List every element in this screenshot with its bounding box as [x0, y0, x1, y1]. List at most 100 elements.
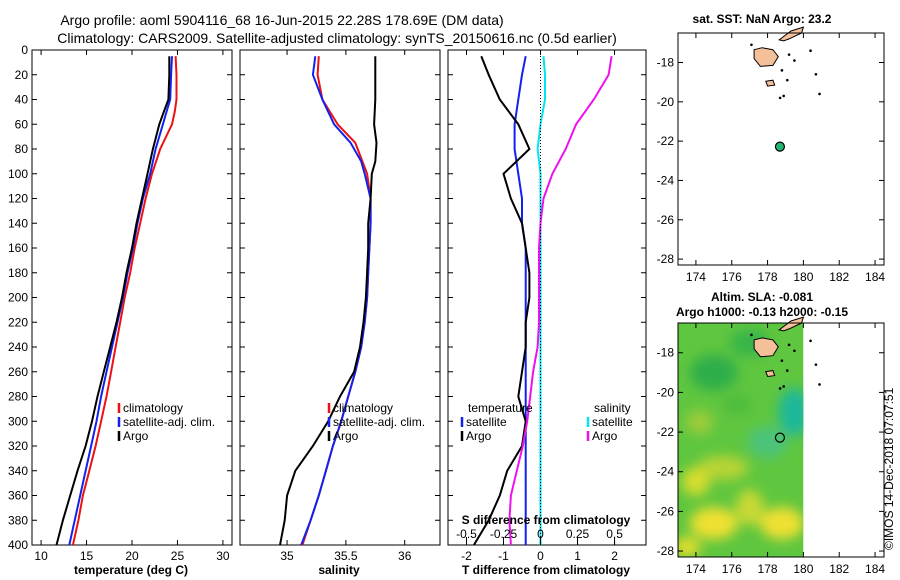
small-island	[785, 78, 789, 82]
depth-tick-label: 400	[8, 538, 28, 552]
difference-panel: -2 -1 0 1 2-0.5 -0.25 0 0.25 0.5temperaturesatel…	[447, 49, 647, 563]
land-island	[765, 370, 776, 378]
sla-blob	[778, 388, 804, 437]
depth-tick-label: 100	[8, 167, 28, 181]
salinity-series-climatology	[301, 56, 372, 546]
small-island	[793, 349, 796, 353]
temp-legend-satellite-label: satellite-adj. clim.	[123, 415, 215, 429]
watermark: ©IMOS 14-Dec-2018 07:07:51	[882, 387, 896, 550]
depth-tick-label: 260	[8, 365, 28, 379]
depth-tick-label: 60	[15, 117, 29, 131]
map-ytick-label: -20	[657, 95, 675, 109]
salinity-xlabel: salinity	[318, 563, 360, 577]
sla-field	[678, 323, 804, 557]
s-diff-tick-label: -0.25	[490, 527, 518, 541]
small-island	[780, 359, 784, 362]
salinity-xtick-label: 35	[280, 549, 294, 563]
land-island	[765, 79, 776, 87]
temperature-series-argo	[55, 56, 171, 546]
salinity-series-satellite-adj-clim-	[300, 56, 372, 546]
diff-legend-t-satellite-label: satellite	[466, 415, 507, 429]
map-ytick-label: -26	[657, 504, 675, 518]
depth-tick-label: 360	[8, 489, 28, 503]
temp-legend-argo-label: Argo	[123, 429, 149, 443]
sla-map-title-1: Altim. SLA: -0.081	[711, 290, 813, 304]
s-diff-tick-label: 0.25	[566, 527, 590, 541]
land-island	[753, 337, 779, 358]
depth-tick-label: 220	[8, 315, 28, 329]
s-diff-tick-label: 0.5	[606, 527, 623, 541]
map-xtick-label: 184	[865, 562, 885, 576]
salinity-series-argo	[279, 56, 378, 546]
difference-xlabel: T difference from climatology	[462, 563, 630, 577]
sst-map-title: sat. SST: NaN Argo: 23.2	[693, 12, 832, 26]
map-xtick-label: 180	[793, 270, 813, 284]
small-island	[782, 94, 785, 98]
difference-xtick-label: -2	[461, 549, 472, 563]
small-island	[785, 369, 789, 372]
sla-blob	[689, 354, 738, 391]
map-xtick-label: 178	[758, 562, 778, 576]
map-xtick-label: 176	[722, 270, 742, 284]
temperature-xlabel: temperature (deg C)	[74, 563, 188, 577]
map-ytick-label: -20	[657, 385, 675, 399]
map-xtick-label: 180	[793, 562, 813, 576]
small-island	[793, 59, 796, 62]
difference-series-salinity-satellite	[536, 56, 546, 545]
diff-legend-salinity-header: salinity	[594, 401, 631, 415]
depth-tick-label: 320	[8, 439, 28, 453]
depth-tick-label: 200	[8, 291, 28, 305]
temperature-xtick-label: 20	[125, 549, 139, 563]
temperature-xtick-label: 30	[216, 549, 230, 563]
small-island	[818, 383, 821, 386]
map-ytick-label: -28	[657, 544, 675, 558]
sla-blob	[759, 507, 804, 540]
difference-series-temperature-argo	[473, 55, 531, 546]
difference-xtick-label: -1	[498, 549, 509, 563]
map-frame	[677, 32, 885, 266]
diff-legend-t-argo-label: Argo	[466, 429, 492, 443]
difference-xtick-label: 1	[574, 549, 581, 563]
depth-tick-label: 240	[8, 340, 28, 354]
depth-tick-label: 120	[8, 192, 28, 206]
small-island	[809, 49, 812, 52]
difference-xtick-label: 0	[537, 549, 544, 563]
small-island	[814, 363, 818, 366]
depth-tick-label: 280	[8, 390, 28, 404]
map-xtick-label: 182	[829, 270, 849, 284]
depth-tick-label: 20	[15, 68, 29, 82]
sla-blob	[678, 537, 701, 557]
difference-series-temperature-satellite	[513, 56, 527, 545]
diff-legend-temperature-header: temperature	[468, 401, 533, 415]
sla-map-panel: 174 176 178 180 182 184 -18 -20 -22 -24 -26 -28	[657, 316, 885, 576]
map-ytick-label: -22	[657, 425, 675, 439]
small-island	[814, 72, 818, 76]
sla-blob	[681, 467, 710, 496]
map-xtick-label: 178	[758, 270, 778, 284]
temperature-series-climatology	[71, 56, 178, 546]
land-island	[753, 47, 779, 67]
difference-frame	[447, 49, 647, 546]
small-island	[778, 96, 782, 100]
sal-legend-argo-label: Argo	[333, 429, 359, 443]
sla-blob	[689, 507, 738, 540]
sla-blob	[685, 410, 714, 435]
depth-tick-label: 380	[8, 513, 28, 527]
map-xtick-label: 182	[829, 562, 849, 576]
depth-tick-label: 340	[8, 464, 28, 478]
depth-tick-label: 80	[15, 142, 29, 156]
title-line-2: Climatology: CARS2009. Satellite-adjuste…	[57, 30, 617, 46]
sla-blob	[696, 455, 749, 480]
salinity-frame	[239, 49, 441, 546]
map-xtick-label: 176	[722, 562, 742, 576]
s-diff-tick-label: -0.5	[456, 527, 477, 541]
small-island	[780, 69, 784, 72]
depth-tick-label: 160	[8, 241, 28, 255]
diff-legend-s-argo-label: Argo	[592, 429, 618, 443]
sal-legend-climatology-label: climatology	[333, 401, 393, 415]
map-xtick-label: 184	[865, 270, 885, 284]
difference-xtick-label: 2	[611, 549, 618, 563]
sla-map-title-2: Argo h1000: -0.13 h2000: -0.15	[676, 305, 848, 319]
map-xtick-label: 174	[686, 270, 706, 284]
